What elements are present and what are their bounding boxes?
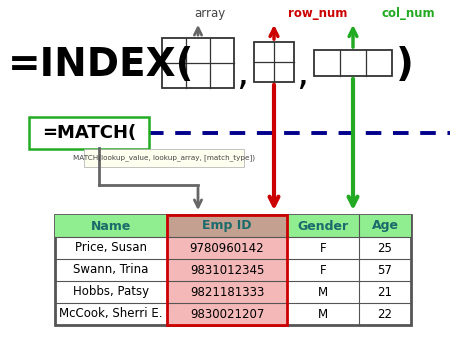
Text: row_num: row_num: [288, 8, 348, 21]
FancyBboxPatch shape: [29, 117, 149, 149]
Text: McCook, Sherri E.: McCook, Sherri E.: [59, 308, 163, 320]
Text: 22: 22: [377, 308, 392, 320]
Text: M: M: [318, 308, 328, 320]
Bar: [162, 38, 234, 88]
Text: Price, Susan: Price, Susan: [75, 241, 147, 255]
Bar: [314, 50, 392, 76]
Bar: [254, 42, 294, 82]
Text: MATCH(lookup_value, lookup_array, [match_type]): MATCH(lookup_value, lookup_array, [match…: [73, 155, 255, 161]
Text: Gender: Gender: [298, 220, 348, 233]
Text: Emp ID: Emp ID: [202, 220, 252, 233]
Text: =INDEX(: =INDEX(: [8, 46, 194, 84]
Text: F: F: [319, 241, 326, 255]
Text: 9780960142: 9780960142: [190, 241, 264, 255]
Text: ): ): [396, 46, 414, 84]
Text: F: F: [319, 263, 326, 276]
Text: 25: 25: [378, 241, 392, 255]
Text: 57: 57: [378, 263, 392, 276]
Text: Age: Age: [372, 220, 399, 233]
Text: 9821181333: 9821181333: [190, 285, 264, 298]
Text: Name: Name: [91, 220, 131, 233]
Bar: [167, 237, 287, 325]
Text: Hobbs, Patsy: Hobbs, Patsy: [73, 285, 149, 298]
Text: M: M: [318, 285, 328, 298]
Bar: [55, 215, 411, 325]
Text: col_num: col_num: [381, 8, 435, 21]
Bar: [167, 215, 287, 325]
Text: Swann, Trina: Swann, Trina: [73, 263, 149, 276]
FancyBboxPatch shape: [84, 149, 244, 167]
Text: 21: 21: [377, 285, 392, 298]
Text: 9831012345: 9831012345: [190, 263, 264, 276]
Bar: [55, 215, 411, 237]
Text: ,: ,: [296, 54, 308, 92]
Text: =MATCH(: =MATCH(: [42, 124, 136, 142]
Bar: [167, 215, 287, 237]
Text: ,: ,: [236, 54, 248, 92]
Text: 9830021207: 9830021207: [190, 308, 264, 320]
Text: array: array: [194, 8, 226, 21]
